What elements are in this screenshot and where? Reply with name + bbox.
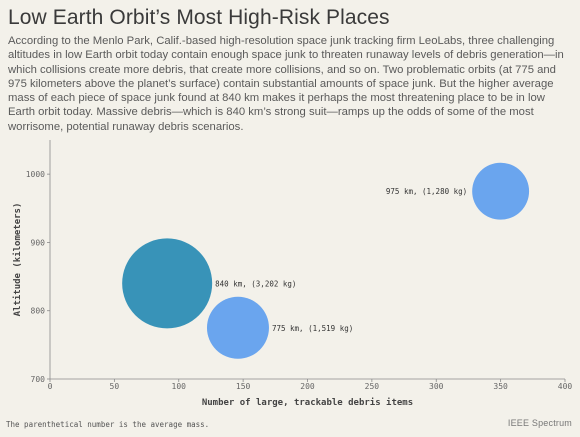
data-bubble <box>122 238 213 329</box>
footnote: The parenthetical number is the average … <box>6 420 210 429</box>
chart-subtitle: According to the Menlo Park, Calif.-base… <box>8 35 564 133</box>
x-axis-title: Number of large, trackable debris items <box>202 397 413 408</box>
data-label: 775 km, (1,519 kg) <box>272 324 353 333</box>
data-label: 975 km, (1,280 kg) <box>386 187 467 196</box>
y-tick-label: 700 <box>31 375 46 384</box>
y-axis-title: Altitude (kilometers) <box>12 203 23 317</box>
y-tick-label: 1000 <box>26 170 45 179</box>
y-tick-label: 900 <box>31 238 46 247</box>
data-label: 840 km, (3,202 kg) <box>215 279 296 288</box>
x-tick-label: 50 <box>110 382 120 391</box>
x-tick-label: 350 <box>493 382 508 391</box>
data-bubble <box>472 162 530 220</box>
x-tick-label: 150 <box>236 382 251 391</box>
x-tick-label: 100 <box>172 382 187 391</box>
x-tick-label: 250 <box>365 382 380 391</box>
brand-logo: IEEE Spectrum <box>507 418 572 428</box>
y-tick-label: 800 <box>31 307 46 316</box>
chart-title: Low Earth Orbit’s Most High-Risk Places <box>8 6 390 29</box>
x-tick-label: 400 <box>558 382 573 391</box>
x-tick-label: 0 <box>48 382 53 391</box>
x-tick-label: 200 <box>300 382 315 391</box>
data-bubble <box>206 296 269 359</box>
x-tick-label: 300 <box>429 382 444 391</box>
